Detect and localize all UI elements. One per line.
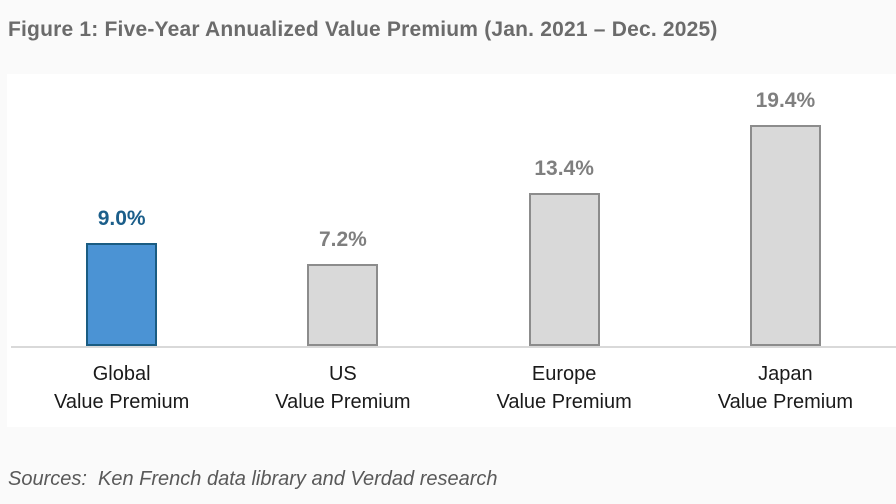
bar-japan [749, 125, 821, 346]
bar-us [307, 264, 379, 346]
category-axis: Global Value Premium US Value Premium Eu… [11, 350, 896, 416]
chart-panel: 9.0% 7.2% 13.4% 19.4% Global Value Premi… [7, 74, 896, 427]
bar-column-global: 9.0% [11, 207, 232, 346]
value-label-japan: 19.4% [755, 89, 816, 112]
sources-note: Sources: Ken French data library and Ver… [8, 468, 498, 490]
figure-title: Figure 1: Five-Year Annualized Value Pre… [8, 18, 718, 41]
value-label-global: 9.0% [97, 207, 146, 230]
bar-column-us: 7.2% [232, 228, 453, 346]
bar-europe [528, 193, 600, 346]
bar-column-europe: 13.4% [454, 157, 675, 346]
category-label-europe: Europe Value Premium [496, 363, 632, 413]
bar-global [86, 243, 158, 346]
category-label-global: Global Value Premium [54, 363, 190, 413]
bar-column-japan: 19.4% [675, 89, 896, 346]
value-label-us: 7.2% [318, 228, 367, 251]
category-label-japan: Japan Value Premium [717, 363, 853, 413]
value-label-europe: 13.4% [534, 157, 594, 180]
category-label-us: US Value Premium [275, 363, 411, 413]
bar-chart-plot-area: 9.0% 7.2% 13.4% 19.4% [11, 74, 896, 348]
